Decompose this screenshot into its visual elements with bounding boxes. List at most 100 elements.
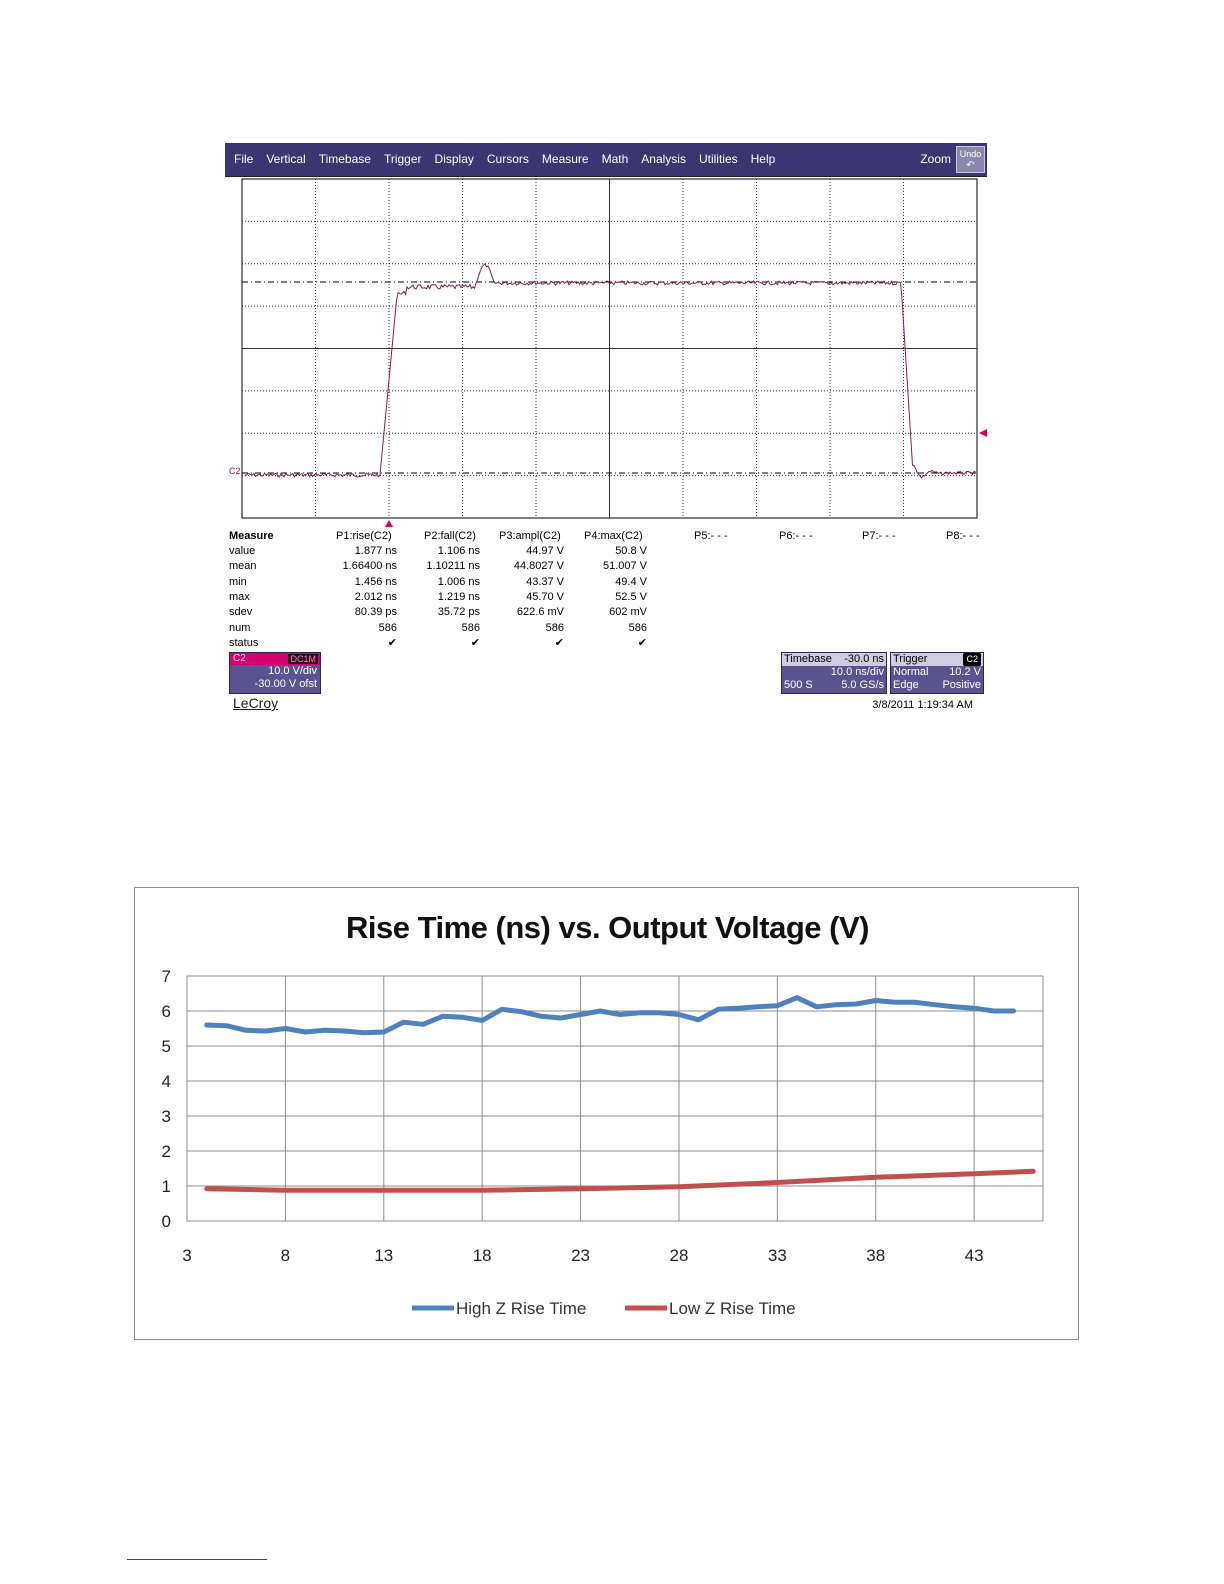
menu-display[interactable]: Display bbox=[434, 152, 474, 166]
scope-grid-lines bbox=[241, 178, 978, 519]
y-tick-label: 1 bbox=[162, 1177, 171, 1196]
menu-analysis[interactable]: Analysis bbox=[641, 152, 686, 166]
trigger-source: C2 bbox=[963, 653, 981, 666]
timebase-box[interactable]: Timebase -30.0 ns 10.0 ns/div 500 S 5.0 … bbox=[781, 652, 887, 694]
y-tick-label: 7 bbox=[162, 967, 171, 986]
y-tick-label: 6 bbox=[162, 1002, 171, 1021]
measure-param-header[interactable]: P3:ampl(C2) bbox=[499, 530, 561, 542]
measure-param-header[interactable]: P4:max(C2) bbox=[584, 530, 643, 542]
measure-row: num 586 586 586 586 bbox=[229, 621, 989, 636]
trigger-type: Edge bbox=[893, 679, 919, 691]
y-tick-label: 5 bbox=[162, 1037, 171, 1056]
measure-row-label: max bbox=[229, 590, 250, 603]
trigger-level-marker-icon bbox=[979, 429, 987, 437]
chart-title: Rise Time (ns) vs. Output Voltage (V) bbox=[346, 910, 869, 945]
trigger-level: 10.2 V bbox=[949, 666, 981, 678]
measure-cell: ✔ bbox=[637, 636, 647, 649]
series-line-low-z bbox=[204, 1168, 1036, 1193]
footnote-rule bbox=[127, 1559, 267, 1560]
measure-cell: 52.5 V bbox=[615, 590, 647, 603]
measure-param-header[interactable]: P6:- - - bbox=[779, 530, 813, 542]
menu-measure[interactable]: Measure bbox=[541, 152, 589, 166]
trigger-box[interactable]: Trigger C2 Normal 10.2 V Edge Positive bbox=[890, 652, 984, 694]
measure-cell: 80.39 ps bbox=[354, 606, 397, 619]
measure-param-header[interactable]: P7:- - - bbox=[862, 530, 896, 542]
measure-cell: 586 bbox=[628, 621, 647, 634]
measure-cell: ✔ bbox=[387, 636, 397, 649]
timebase-title: Timebase bbox=[784, 653, 832, 665]
measure-cell: 43.37 V bbox=[526, 575, 564, 588]
measure-cell: 1.219 ns bbox=[437, 590, 480, 603]
measure-param-header[interactable]: P5:- - - bbox=[694, 530, 728, 542]
x-tick-label: 33 bbox=[768, 1246, 787, 1265]
measure-cell: 602 mV bbox=[609, 606, 647, 619]
menu-trigger[interactable]: Trigger bbox=[383, 152, 422, 166]
measure-cell: 1.10211 ns bbox=[426, 560, 480, 573]
measure-cell: 51.007 V bbox=[602, 560, 647, 573]
channel-coupling: DC1M bbox=[288, 654, 318, 664]
x-tick-label: 28 bbox=[669, 1246, 688, 1265]
trigger-title: Trigger bbox=[893, 653, 928, 665]
measure-cell: 35.72 ps bbox=[437, 606, 480, 619]
measure-param-header[interactable]: P8:- - - bbox=[946, 530, 980, 542]
timebase-tdiv: 10.0 ns/div bbox=[830, 666, 884, 678]
trigger-slope: Positive bbox=[942, 679, 981, 691]
measure-cell: 586 bbox=[378, 621, 397, 634]
menu-file[interactable]: File bbox=[234, 152, 254, 166]
legend-label: High Z Rise Time bbox=[456, 1299, 586, 1318]
measure-row-label: status bbox=[229, 636, 259, 649]
measure-cell: 44.8027 V bbox=[513, 560, 564, 573]
measure-header-label: Measure bbox=[229, 530, 274, 542]
measure-param-header[interactable]: P2:fall(C2) bbox=[424, 530, 476, 542]
timebase-delay: -30.0 ns bbox=[844, 653, 884, 665]
undo-button[interactable]: Undo ↶ bbox=[956, 146, 985, 173]
measure-row-label: num bbox=[229, 621, 251, 634]
x-tick-label: 8 bbox=[281, 1246, 290, 1265]
undo-arrow-icon: ↶ bbox=[966, 160, 975, 171]
measure-header-row: Measure P1:rise(C2) P2:fall(C2) P3:ampl(C2)… bbox=[229, 529, 989, 544]
measure-cell: 1.106 ns bbox=[437, 545, 480, 557]
channel-c2-box[interactable]: C2 DC1M 10.0 V/div -30.00 V ofst bbox=[229, 652, 321, 694]
y-tick-label: 2 bbox=[162, 1142, 171, 1161]
trigger-position-marker-icon bbox=[385, 520, 393, 527]
measure-row-label: value bbox=[229, 545, 256, 557]
menu-help[interactable]: Help bbox=[750, 152, 776, 166]
channel-name: C2 bbox=[233, 653, 246, 664]
measure-row: value 1.877 ns 1.106 ns 44.97 V 50.8 V bbox=[229, 544, 989, 559]
measure-param-header[interactable]: P1:rise(C2) bbox=[336, 530, 392, 542]
y-tick-label: 3 bbox=[162, 1107, 171, 1126]
measure-row: sdev 80.39 ps 35.72 ps 622.6 mV 602 mV bbox=[229, 605, 989, 620]
measure-cell: 2.012 ns bbox=[354, 590, 397, 603]
channel-vdiv: 10.0 V/div bbox=[268, 665, 317, 677]
timebase-rate: 5.0 GS/s bbox=[841, 679, 884, 691]
measure-cell: 1.66400 ns bbox=[342, 560, 397, 573]
scope-waveform-grid: C2 bbox=[229, 178, 987, 527]
c2-waveform-trace bbox=[244, 262, 976, 479]
undo-label: Undo bbox=[959, 149, 982, 159]
rise-time-chart: Rise Time (ns) vs. Output Voltage (V) 0 1… bbox=[134, 887, 1079, 1340]
y-tick-label: 0 bbox=[162, 1212, 171, 1231]
zoom-button[interactable]: Zoom bbox=[920, 152, 951, 166]
menu-utilities[interactable]: Utilities bbox=[698, 152, 738, 166]
measure-cell: ✔ bbox=[470, 636, 480, 649]
measure-row-label: sdev bbox=[229, 606, 253, 619]
measure-cell: 45.70 V bbox=[526, 590, 564, 603]
series-line-high-z bbox=[204, 995, 1016, 1036]
timebase-samples: 500 S bbox=[784, 679, 813, 691]
lecroy-logo: LeCroy bbox=[233, 695, 279, 711]
menu-cursors[interactable]: Cursors bbox=[486, 152, 529, 166]
x-tick-label: 18 bbox=[473, 1246, 492, 1265]
menu-vertical[interactable]: Vertical bbox=[266, 152, 306, 166]
menu-timebase[interactable]: Timebase bbox=[318, 152, 371, 166]
measure-row-label: min bbox=[229, 575, 247, 588]
measure-cell: 1.456 ns bbox=[354, 575, 397, 588]
measure-cell: 586 bbox=[545, 621, 564, 634]
menu-math[interactable]: Math bbox=[601, 152, 629, 166]
measure-cell: 1.006 ns bbox=[437, 575, 480, 588]
x-tick-label: 23 bbox=[571, 1246, 590, 1265]
measure-cell: ✔ bbox=[554, 636, 564, 649]
y-tick-label: 4 bbox=[162, 1072, 171, 1091]
channel-offset: -30.00 V ofst bbox=[254, 678, 317, 690]
oscilloscope-screenshot: File Vertical Timebase Trigger Display C… bbox=[225, 143, 987, 715]
